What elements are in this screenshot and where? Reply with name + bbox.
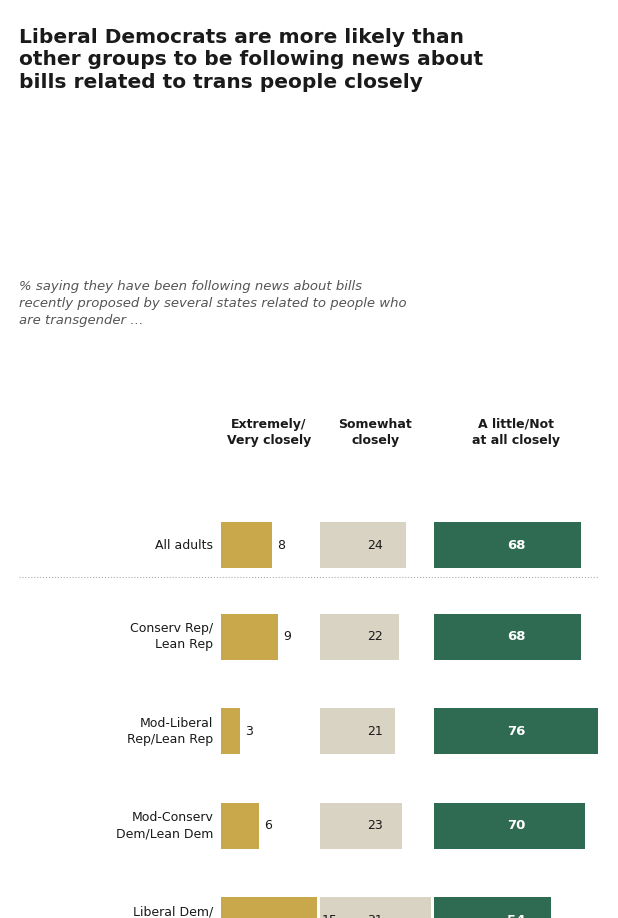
FancyBboxPatch shape	[221, 614, 279, 659]
Text: 68: 68	[507, 630, 525, 644]
FancyBboxPatch shape	[434, 898, 551, 918]
Text: 8: 8	[277, 539, 285, 552]
Text: 3: 3	[245, 724, 253, 738]
Text: 24: 24	[368, 539, 383, 552]
FancyBboxPatch shape	[221, 709, 240, 754]
Text: 22: 22	[368, 630, 383, 644]
Text: 23: 23	[368, 819, 383, 833]
FancyBboxPatch shape	[320, 898, 431, 918]
FancyBboxPatch shape	[320, 522, 406, 568]
Text: Mod-Liberal
Rep/Lean Rep: Mod-Liberal Rep/Lean Rep	[127, 717, 213, 745]
FancyBboxPatch shape	[320, 709, 396, 754]
Text: Conserv Rep/
Lean Rep: Conserv Rep/ Lean Rep	[130, 622, 213, 651]
FancyBboxPatch shape	[221, 522, 272, 568]
Text: Mod-Conserv
Dem/Lean Dem: Mod-Conserv Dem/Lean Dem	[116, 812, 213, 840]
FancyBboxPatch shape	[320, 802, 402, 848]
FancyBboxPatch shape	[434, 614, 581, 659]
Text: Extremely/
Very closely: Extremely/ Very closely	[227, 418, 311, 447]
Text: 70: 70	[507, 819, 525, 833]
Text: All adults: All adults	[155, 539, 213, 552]
Text: 9: 9	[284, 630, 291, 644]
Text: Somewhat
closely: Somewhat closely	[339, 418, 412, 447]
Text: 54: 54	[507, 913, 525, 918]
Text: 76: 76	[507, 724, 525, 738]
FancyBboxPatch shape	[221, 802, 259, 848]
Text: A little/Not
at all closely: A little/Not at all closely	[472, 418, 560, 447]
FancyBboxPatch shape	[434, 802, 585, 848]
FancyBboxPatch shape	[320, 614, 399, 659]
Text: 68: 68	[507, 539, 525, 552]
Text: 31: 31	[368, 913, 383, 918]
Text: Liberal Democrats are more likely than
other groups to be following news about
b: Liberal Democrats are more likely than o…	[19, 28, 483, 92]
Text: 15: 15	[322, 913, 338, 918]
Text: % saying they have been following news about bills
recently proposed by several : % saying they have been following news a…	[19, 280, 406, 327]
FancyBboxPatch shape	[221, 898, 317, 918]
Text: 6: 6	[264, 819, 272, 833]
FancyBboxPatch shape	[434, 709, 598, 754]
FancyBboxPatch shape	[434, 522, 581, 568]
Text: 21: 21	[368, 724, 383, 738]
Text: Liberal Dem/
Lean Dem: Liberal Dem/ Lean Dem	[133, 906, 213, 918]
